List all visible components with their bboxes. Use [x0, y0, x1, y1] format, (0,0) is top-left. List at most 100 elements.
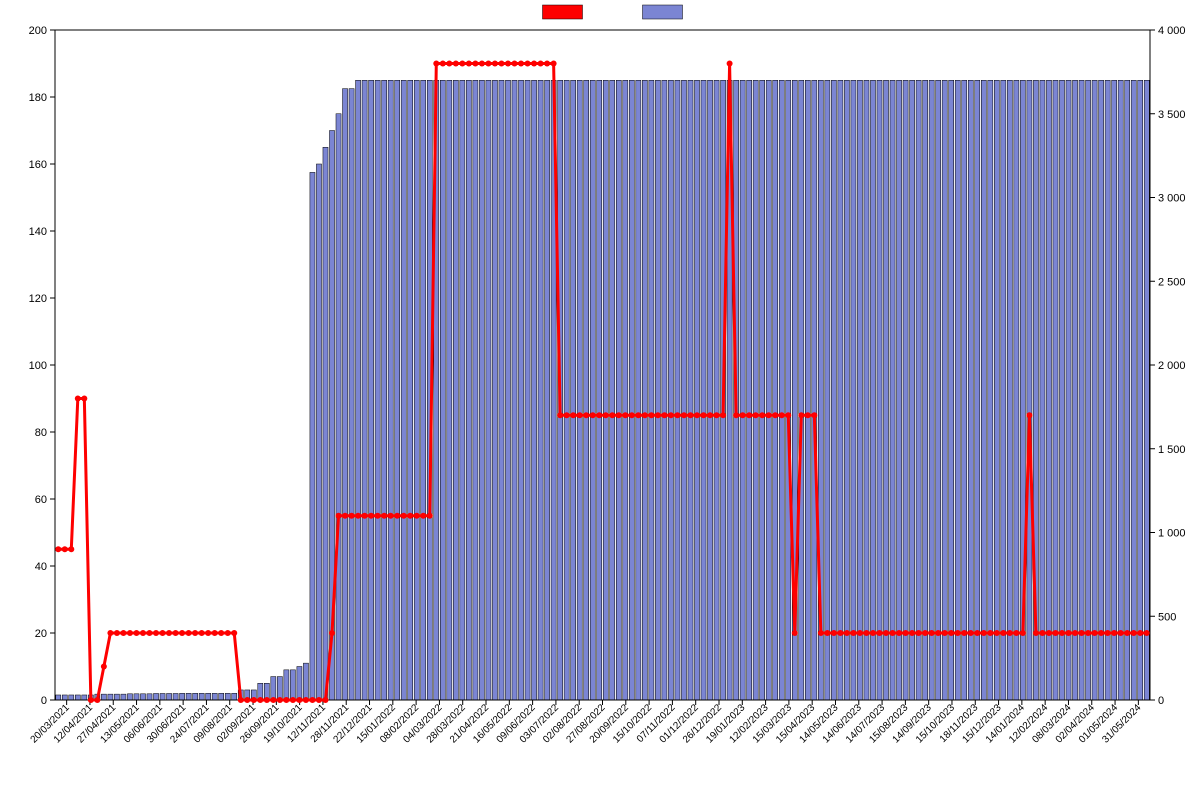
- bar: [512, 80, 517, 700]
- line-marker: [362, 513, 368, 519]
- bar: [1099, 80, 1104, 700]
- bar: [1014, 80, 1019, 700]
- bar: [303, 663, 308, 700]
- line-marker: [62, 546, 68, 552]
- bar: [740, 80, 745, 700]
- line-marker: [316, 697, 322, 703]
- line-marker: [955, 630, 961, 636]
- line-marker: [1020, 630, 1026, 636]
- line-marker: [173, 630, 179, 636]
- line-marker: [596, 412, 602, 418]
- line-marker: [68, 546, 74, 552]
- line-marker: [622, 412, 628, 418]
- bar: [1092, 80, 1097, 700]
- line-marker: [844, 630, 850, 636]
- bar: [362, 80, 367, 700]
- line-marker: [342, 513, 348, 519]
- bar: [916, 80, 921, 700]
- bar: [936, 80, 941, 700]
- bar: [773, 80, 778, 700]
- bar: [153, 693, 158, 700]
- bar: [460, 80, 465, 700]
- line-marker: [1137, 630, 1143, 636]
- line-marker: [779, 412, 785, 418]
- line-marker: [811, 412, 817, 418]
- line-marker: [570, 412, 576, 418]
- line-marker: [492, 61, 498, 67]
- line-marker: [916, 630, 922, 636]
- bar: [1105, 80, 1110, 700]
- line-marker: [296, 697, 302, 703]
- bar: [910, 80, 915, 700]
- line-marker: [166, 630, 172, 636]
- bar: [597, 80, 602, 700]
- bar: [518, 80, 523, 700]
- line-marker: [192, 630, 198, 636]
- line-marker: [375, 513, 381, 519]
- bar: [1079, 80, 1084, 700]
- bar: [186, 693, 191, 700]
- line-marker: [394, 513, 400, 519]
- line-marker: [472, 61, 478, 67]
- bar: [649, 80, 654, 700]
- bar: [675, 80, 680, 700]
- bar: [538, 80, 543, 700]
- line-marker: [987, 630, 993, 636]
- line-marker: [238, 697, 244, 703]
- bar: [167, 693, 172, 700]
- line-marker: [264, 697, 270, 703]
- bar: [747, 80, 752, 700]
- line-marker: [388, 513, 394, 519]
- y-left-tick-label: 20: [35, 628, 47, 640]
- line-marker: [101, 664, 107, 670]
- line-marker: [322, 697, 328, 703]
- bar: [1053, 80, 1058, 700]
- line-marker: [107, 630, 113, 636]
- line-marker: [538, 61, 544, 67]
- line-marker: [525, 61, 531, 67]
- line-marker: [446, 61, 452, 67]
- line-marker: [479, 61, 485, 67]
- bar: [492, 80, 497, 700]
- line-marker: [205, 630, 211, 636]
- bar: [388, 80, 393, 700]
- bar: [864, 80, 869, 700]
- line-marker: [714, 412, 720, 418]
- line-marker: [453, 61, 459, 67]
- line-marker: [805, 412, 811, 418]
- bar: [453, 80, 458, 700]
- y-left-tick-label: 80: [35, 427, 47, 439]
- bar: [1027, 80, 1032, 700]
- bar: [297, 667, 302, 701]
- line-marker: [277, 697, 283, 703]
- line-marker: [401, 513, 407, 519]
- left-axis: 020406080100120140160180200: [29, 25, 55, 707]
- bar: [160, 693, 165, 700]
- chart-container: 02040608010012014016018020005001 0001 50…: [0, 0, 1200, 800]
- line-marker: [994, 630, 1000, 636]
- line-marker: [225, 630, 231, 636]
- bar: [356, 80, 361, 700]
- line-marker: [140, 630, 146, 636]
- line-marker: [687, 412, 693, 418]
- y-right-tick-label: 4 000: [1158, 25, 1186, 37]
- bar: [857, 80, 862, 700]
- y-left-tick-label: 160: [29, 159, 47, 171]
- line-marker: [1039, 630, 1045, 636]
- bar: [629, 80, 634, 700]
- bar: [610, 80, 615, 700]
- bar: [225, 693, 230, 700]
- bar: [623, 80, 628, 700]
- line-marker: [877, 630, 883, 636]
- legend: [543, 5, 683, 19]
- bar: [870, 80, 875, 700]
- y-left-tick-label: 60: [35, 494, 47, 506]
- bar: [897, 80, 902, 700]
- y-right-tick-label: 2 500: [1158, 276, 1186, 288]
- line-marker: [948, 630, 954, 636]
- bar: [642, 80, 647, 700]
- bar: [1007, 80, 1012, 700]
- bar: [1131, 80, 1136, 700]
- line-marker: [459, 61, 465, 67]
- line-marker: [616, 412, 622, 418]
